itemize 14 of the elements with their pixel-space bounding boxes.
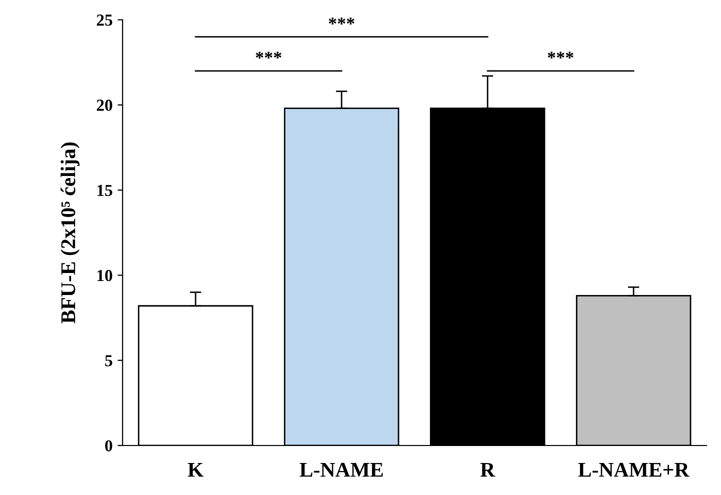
y-tick-label: 0 [105, 440, 112, 452]
y-tick-label: 10 [98, 270, 112, 282]
y-tick-label: 5 [105, 355, 112, 366]
y-tick-label: 25 [96, 14, 112, 26]
y-tick-label: 15 [98, 184, 112, 196]
x-tick-label: L-NAME+R [578, 462, 690, 477]
x-tick-label: K [188, 462, 204, 477]
annotation: *** [548, 52, 574, 59]
y-tick-label: 20 [96, 100, 112, 111]
x-tick-label: R [480, 462, 496, 477]
y-axis-title: BFU-E (2x10⁵ ćelija) [60, 142, 80, 324]
annotation: *** [328, 18, 354, 24]
annotation: *** [256, 52, 282, 59]
x-tick-label: L-NAME [300, 462, 383, 477]
